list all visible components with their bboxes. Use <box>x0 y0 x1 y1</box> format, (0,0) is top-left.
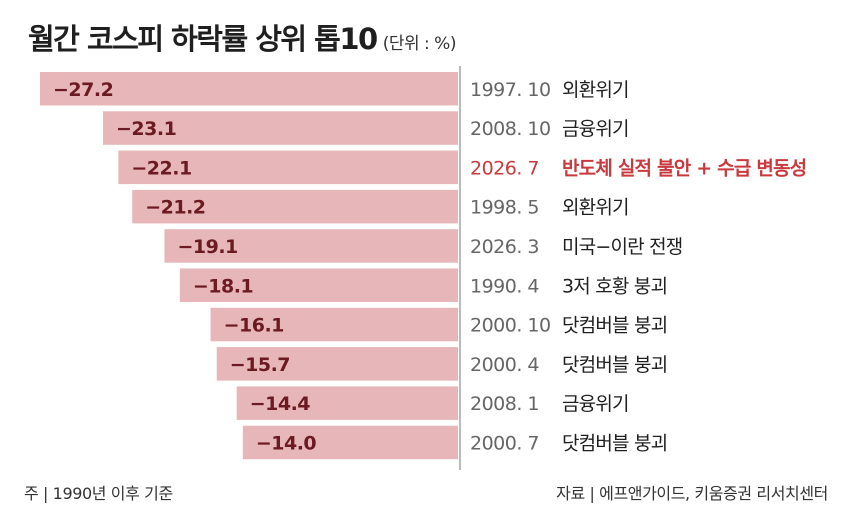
data-label: −14.0 <box>256 432 317 454</box>
reason-label: 닷컴버블 붕괴 <box>562 315 667 337</box>
bar-chart: −27.2 1997. 10 외환위기 −23.1 2008. 10 금융위기 −22.1 2… <box>40 66 807 470</box>
data-label: −15.7 <box>230 354 290 376</box>
unit-label: (단위 : %) <box>382 34 457 54</box>
data-label: −23.1 <box>116 118 176 140</box>
reason-label: 3저 호황 붕괴 <box>562 275 667 297</box>
category-date-label: 2026. 7 <box>470 157 539 179</box>
bar <box>132 189 459 224</box>
bar <box>210 307 458 342</box>
category-date-label: 2008. 10 <box>470 118 551 140</box>
data-label: −22.1 <box>131 157 191 179</box>
bar <box>164 229 458 263</box>
category-date-label: 2000. 4 <box>470 354 539 376</box>
bar <box>40 72 458 106</box>
reason-label: 금융위기 <box>562 393 629 415</box>
reason-label: 반도체 실적 불안 + 수급 변동성 <box>562 157 806 179</box>
reason-label: 외환위기 <box>562 79 629 101</box>
category-date-label: 1997. 10 <box>470 79 551 101</box>
bar <box>103 111 458 145</box>
reason-label: 닷컴버블 붕괴 <box>562 432 667 454</box>
chart-title: 월간 코스피 하락률 상위 톱10 <box>28 22 378 56</box>
data-label: −14.4 <box>250 393 311 415</box>
category-date-label: 1990. 4 <box>470 275 539 297</box>
reason-label: 미국−이란 전쟁 <box>562 236 682 258</box>
chart-title-block: 월간 코스피 하락률 상위 톱10 (단위 : %) <box>28 16 456 58</box>
source-note: 자료 | 에프앤가이드, 키움증권 리서치센터 <box>556 484 828 503</box>
data-label: −19.1 <box>177 236 237 258</box>
category-date-label: 2026. 3 <box>470 236 539 258</box>
bar <box>242 425 458 460</box>
footnote: 주 | 1990년 이후 기준 <box>24 484 173 503</box>
bar <box>179 268 458 302</box>
data-label: −21.2 <box>145 197 205 219</box>
data-label: −18.1 <box>193 275 253 297</box>
bar <box>216 347 458 381</box>
category-date-label: 2000. 10 <box>470 315 551 337</box>
category-date-label: 2000. 7 <box>470 432 539 454</box>
category-date-label: 2008. 1 <box>470 393 539 415</box>
reason-label: 닷컴버블 붕괴 <box>562 354 667 376</box>
reason-label: 외환위기 <box>562 197 629 219</box>
bar <box>236 386 458 420</box>
category-date-label: 1998. 5 <box>470 197 539 219</box>
reason-label: 금융위기 <box>562 118 629 140</box>
bar <box>118 150 458 185</box>
data-label: −16.1 <box>224 315 284 337</box>
data-label: −27.2 <box>53 79 113 101</box>
